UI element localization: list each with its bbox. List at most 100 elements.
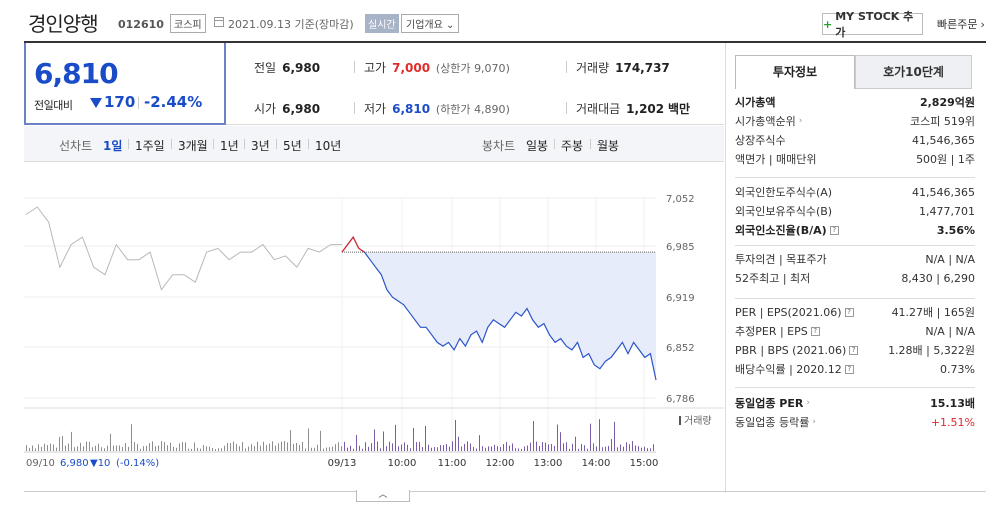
volume-bar bbox=[500, 446, 501, 451]
info-row: 배당수익률 | 2020.12? 0.73% bbox=[735, 360, 975, 378]
market-badge: 코스피 bbox=[170, 14, 206, 33]
info-row-label[interactable]: 동일업종 PER bbox=[735, 397, 804, 410]
volume-bar bbox=[491, 446, 492, 451]
info-row-label: 52주최고 | 최저 bbox=[735, 272, 811, 285]
volume-bar bbox=[296, 442, 297, 451]
info-row-value: 1.28배 | 5,322원 bbox=[888, 344, 975, 357]
volume-bar bbox=[467, 441, 468, 451]
realtime-button[interactable]: 실시간 bbox=[365, 14, 399, 33]
change-percent: -2.44% bbox=[144, 93, 203, 111]
volume-bar bbox=[110, 433, 111, 451]
info-row-label[interactable]: 외국인소진율(B/A) bbox=[735, 224, 827, 237]
info-row-label[interactable]: 추정PER | EPS bbox=[735, 325, 808, 338]
volume-bar bbox=[290, 430, 291, 451]
volume-bar bbox=[116, 445, 117, 451]
volume-bar bbox=[251, 444, 252, 451]
volume-bar bbox=[557, 424, 558, 451]
volume-bar bbox=[71, 431, 72, 451]
help-icon[interactable]: ? bbox=[844, 307, 854, 317]
expand-toggle-icon[interactable]: ︿ bbox=[356, 490, 410, 502]
quote-divider bbox=[354, 61, 355, 73]
period-3y[interactable]: 3년 bbox=[251, 139, 270, 153]
volume-bar bbox=[566, 442, 567, 451]
period-1d[interactable]: 1일 bbox=[103, 139, 123, 153]
info-row: 외국인한도주식수(A) 41,546,365 bbox=[735, 183, 975, 201]
x-tick-label: 09/13 bbox=[328, 458, 357, 469]
volume-bar bbox=[248, 446, 249, 451]
info-row-label[interactable]: 시가총액순위 bbox=[735, 115, 796, 128]
tab-order-book[interactable]: 호가10단계 bbox=[855, 55, 972, 89]
volume-bar bbox=[65, 445, 66, 451]
side-tabs: 투자정보 호가10단계 bbox=[735, 55, 985, 89]
volume-bar bbox=[287, 442, 288, 451]
volume-bar bbox=[350, 445, 351, 451]
change-value: 170 bbox=[104, 93, 136, 111]
volume-bar bbox=[386, 446, 387, 451]
volume-bar bbox=[416, 442, 417, 451]
volume-bar bbox=[605, 446, 606, 451]
volume-bar bbox=[641, 447, 642, 451]
volume-bar bbox=[440, 445, 441, 451]
volume-bar bbox=[245, 448, 246, 451]
candle-chart-label: 봉차트 bbox=[482, 139, 516, 153]
company-overview-dropdown[interactable]: 기업개요 ⌄ bbox=[401, 14, 460, 33]
volume-bar bbox=[281, 441, 282, 451]
help-icon[interactable]: ? bbox=[849, 345, 859, 355]
volume-bar bbox=[407, 444, 408, 451]
info-row-value: 2,829억원 bbox=[919, 96, 975, 109]
info-row-value: 41,546,365 bbox=[912, 133, 975, 147]
candle-daily[interactable]: 일봉 bbox=[526, 139, 549, 153]
help-icon[interactable]: ? bbox=[810, 326, 820, 336]
info-row-label[interactable]: 동일업종 등락률 bbox=[735, 416, 810, 429]
volume-bar bbox=[239, 446, 240, 451]
candle-weekly[interactable]: 주봉 bbox=[561, 139, 584, 153]
info-row-label[interactable]: PER | EPS(2021.06) bbox=[735, 305, 842, 319]
quote-amount: 거래대금 1,202 백만 bbox=[576, 102, 691, 116]
volume-bar bbox=[212, 447, 213, 451]
volume-bar bbox=[626, 442, 627, 451]
volume-bar bbox=[503, 444, 504, 451]
volume-bar bbox=[161, 441, 162, 451]
volume-bar bbox=[338, 442, 339, 451]
quick-order-link[interactable]: 빠른주문 bbox=[937, 16, 985, 32]
volume-bar bbox=[146, 445, 147, 451]
volume-bar bbox=[50, 443, 51, 451]
period-5y[interactable]: 5년 bbox=[283, 139, 302, 153]
period-divider bbox=[128, 139, 129, 149]
period-10y[interactable]: 10년 bbox=[315, 139, 342, 153]
volume-bar bbox=[422, 447, 423, 451]
add-mystock-button[interactable]: + MY STOCK 추가 bbox=[822, 10, 923, 39]
info-row-label: 외국인한도주식수(A) bbox=[735, 186, 833, 199]
quote-low: 저가 6,810 (하한가 4,890) bbox=[364, 102, 510, 116]
candle-monthly[interactable]: 월봉 bbox=[597, 139, 620, 153]
volume-bar bbox=[635, 445, 636, 451]
below-reference-fill bbox=[342, 252, 656, 380]
volume-bar bbox=[44, 443, 45, 451]
help-icon[interactable]: ? bbox=[829, 225, 839, 235]
info-row-label: 시가총액 bbox=[735, 96, 776, 109]
volume-bar bbox=[383, 431, 384, 451]
period-divider bbox=[244, 139, 245, 149]
info-row-label[interactable]: 배당수익률 | 2020.12 bbox=[735, 363, 842, 376]
volume-bar bbox=[629, 444, 630, 451]
period-1y[interactable]: 1년 bbox=[220, 139, 239, 153]
x-tick-label: 14:00 bbox=[582, 458, 611, 469]
volume-bar bbox=[587, 448, 588, 451]
volume-bar bbox=[53, 444, 54, 451]
y-tick-label: 6,985 bbox=[666, 242, 695, 253]
volume-bar bbox=[83, 446, 84, 451]
tab-investment-info[interactable]: 투자정보 bbox=[735, 55, 855, 89]
help-icon[interactable]: ? bbox=[844, 364, 854, 374]
info-row-value: N/A | N/A bbox=[925, 252, 975, 266]
volume-bar bbox=[209, 446, 210, 451]
volume-bar bbox=[317, 444, 318, 451]
intraday-chart[interactable]: 7,052 6,985 6,919 6,852 6,786 거래량 09/13 10:00… bbox=[24, 180, 724, 480]
info-row-label: 액면가 | 매매단위 bbox=[735, 153, 817, 166]
volume-bar bbox=[398, 446, 399, 451]
info-row-label[interactable]: PBR | BPS (2021.06) bbox=[735, 343, 847, 357]
period-1w[interactable]: 1주일 bbox=[135, 139, 165, 153]
info-row: 동일업종 등락률 › +1.51% bbox=[735, 413, 975, 431]
volume-bar bbox=[140, 448, 141, 451]
period-3m[interactable]: 3개월 bbox=[178, 139, 208, 153]
volume-bar bbox=[302, 441, 303, 451]
